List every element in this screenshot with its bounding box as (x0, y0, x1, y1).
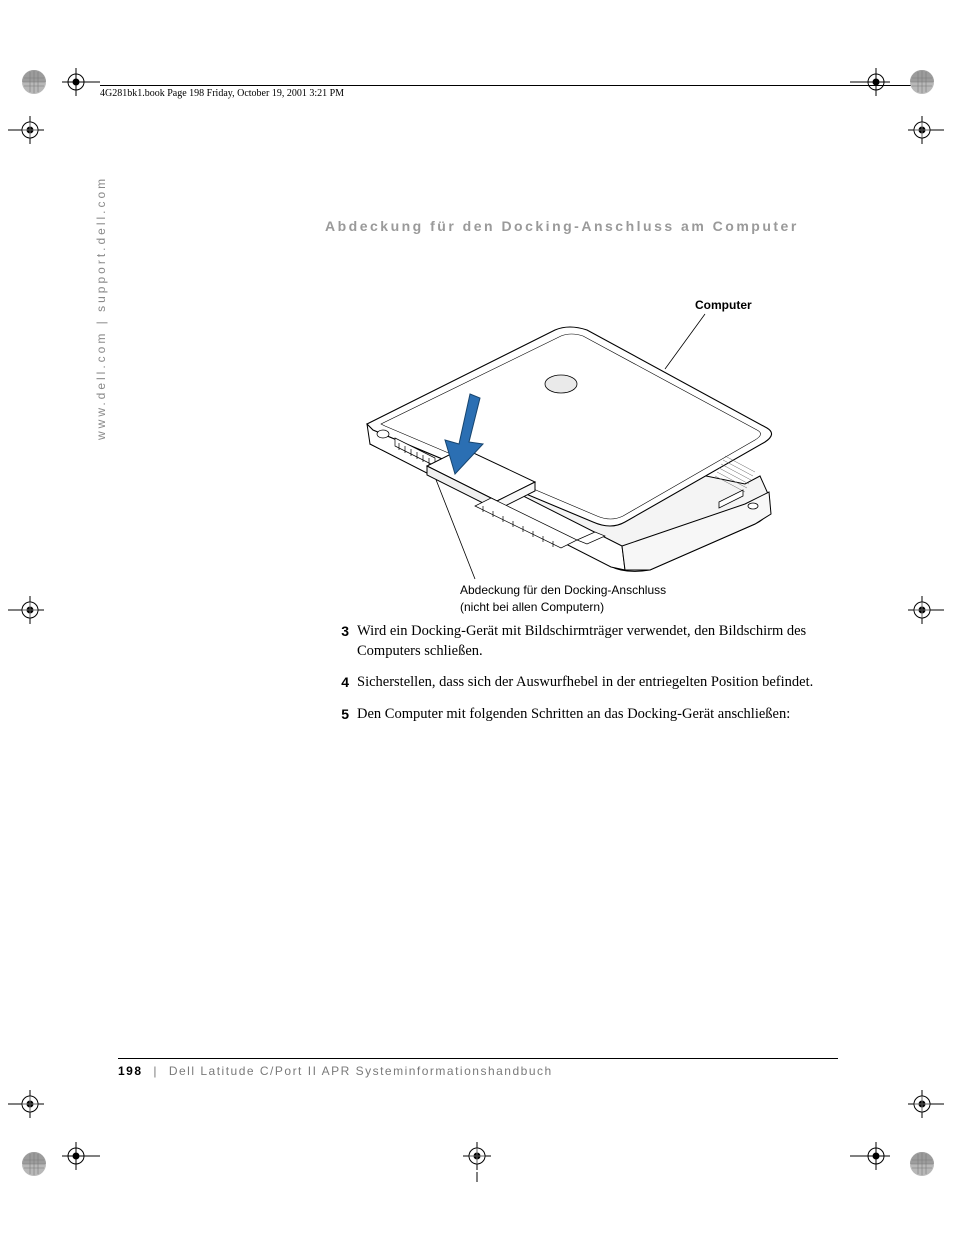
step-text: Den Computer mit folgenden Schritten an … (357, 705, 790, 725)
step-item: 5 Den Computer mit folgenden Schritten a… (325, 705, 830, 725)
footer-title: Dell Latitude C/Port II APR Systeminform… (169, 1064, 553, 1078)
laptop-illustration (325, 274, 830, 614)
step-number: 3 (325, 622, 349, 661)
footer: 198 | Dell Latitude C/Port II APR System… (118, 1064, 553, 1078)
footer-page: 198 (118, 1064, 143, 1078)
figure-label-caption: Abdeckung für den Docking-Anschluss (nic… (460, 582, 666, 616)
step-number: 4 (325, 673, 349, 693)
step-text: Sicherstellen, dass sich der Auswurfhebe… (357, 673, 813, 693)
figure-diagram: Computer Abdeckung für den Docking-Ansch… (325, 274, 830, 614)
footer-rule (118, 1058, 838, 1059)
steps-list: 3 Wird ein Docking-Gerät mit Bildschirmt… (325, 622, 830, 724)
caption-line1: Abdeckung für den Docking-Anschluss (460, 583, 666, 597)
figure-title: Abdeckung für den Docking-Anschluss am C… (325, 218, 830, 234)
caption-line2: (nicht bei allen Computern) (460, 600, 604, 614)
step-item: 4 Sicherstellen, dass sich der Auswurfhe… (325, 673, 830, 693)
step-number: 5 (325, 705, 349, 725)
step-text: Wird ein Docking-Gerät mit Bildschirmträ… (357, 622, 830, 661)
header-rule (100, 85, 924, 86)
content-block: Abdeckung für den Docking-Anschluss am C… (325, 218, 830, 736)
footer-separator: | (153, 1064, 158, 1078)
sidebar-url: www.dell.com | support.dell.com (94, 176, 108, 440)
header-text: 4G281bk1.book Page 198 Friday, October 1… (100, 88, 344, 99)
step-item: 3 Wird ein Docking-Gerät mit Bildschirmt… (325, 622, 830, 661)
figure-label-computer: Computer (695, 298, 752, 312)
